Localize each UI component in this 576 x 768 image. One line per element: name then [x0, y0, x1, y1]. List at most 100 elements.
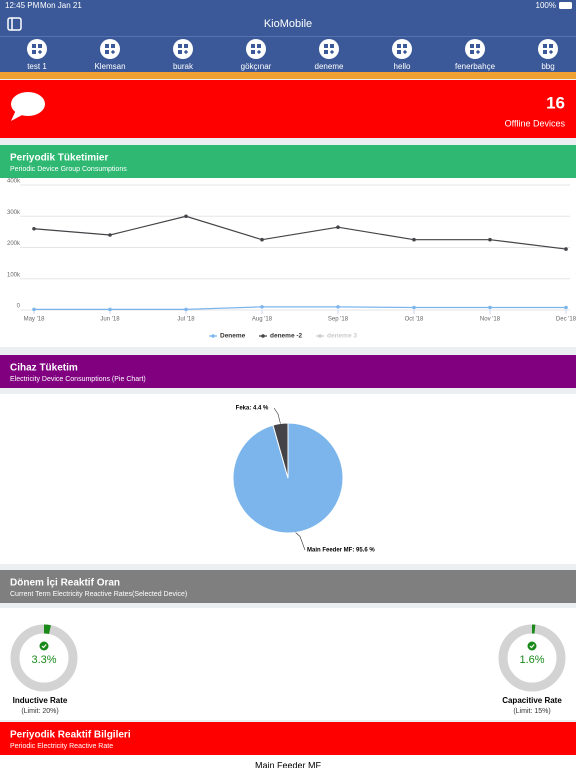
pie-label: Feka: 4.4 %	[236, 406, 269, 412]
data-point	[488, 237, 492, 242]
tab-icon	[319, 39, 339, 59]
status-date: Mon Jan 21	[40, 1, 82, 10]
data-point	[32, 226, 36, 231]
status-time: 12:45 PM	[5, 1, 40, 10]
gauge-value: 3.3%	[31, 654, 56, 666]
series-line	[33, 215, 567, 250]
tab-label: bbg	[541, 62, 554, 71]
section-title: Periyodik Tüketimier	[10, 153, 108, 164]
tab-icon	[465, 39, 485, 59]
tab-icon-square	[251, 50, 255, 54]
accent-strip	[0, 72, 576, 79]
tab-icon-square	[543, 50, 547, 54]
tab[interactable]: deneme	[315, 39, 344, 71]
tab[interactable]: bbg	[538, 39, 558, 71]
tab-icon-square	[38, 44, 42, 48]
gauge-name: Inductive Rate	[13, 696, 68, 705]
x-tick-label: May '18	[24, 317, 45, 323]
tab-icon	[100, 39, 120, 59]
section-title: Dönem İçi Reaktif Oran	[10, 576, 120, 589]
tab-icon-square	[184, 44, 188, 48]
battery-icon	[559, 2, 572, 9]
divider	[0, 36, 576, 37]
data-point	[564, 305, 568, 310]
x-tick-label: Jul '18	[177, 317, 195, 323]
gauge-arc	[43, 624, 51, 635]
section-subtitle: Periodic Electricity Reactive Rate	[10, 743, 113, 750]
footer-text: Main Feeder MF	[255, 760, 322, 768]
section-title: Cihaz Tüketim	[10, 363, 78, 374]
section-title: Periyodik Reaktif Bilgileri	[10, 730, 131, 741]
tab-label: burak	[173, 62, 194, 71]
tab-icon-square	[470, 50, 474, 54]
tab-icon-square	[324, 50, 328, 54]
legend-item[interactable]: deneme 3	[316, 333, 357, 340]
legend-item[interactable]: Deneme	[209, 333, 246, 340]
y-tick-label: 200k	[7, 241, 21, 247]
offline-count: 16	[546, 93, 565, 112]
tab[interactable]: burak	[173, 39, 194, 71]
tab-icon	[173, 39, 193, 59]
tab[interactable]: fenerbahçe	[455, 39, 496, 71]
tab-icon-square	[251, 44, 255, 48]
section-header	[0, 355, 576, 388]
tab-label: fenerbahçe	[455, 62, 496, 71]
gauge-name: Capacitive Rate	[502, 696, 562, 705]
data-point	[412, 237, 416, 242]
tab[interactable]: Klemsan	[94, 39, 126, 71]
legend-marker	[318, 334, 322, 338]
gauge-panel	[0, 608, 576, 720]
tab-label: Klemsan	[94, 62, 125, 71]
section-subtitle: Electricity Device Consumptions (Pie Cha…	[10, 376, 146, 383]
tab-icon-square	[32, 50, 36, 54]
legend-label: deneme -2	[270, 333, 303, 340]
data-point	[412, 305, 416, 310]
footer-panel	[0, 755, 576, 768]
tab-icon-square	[470, 44, 474, 48]
tab-icon-square	[257, 44, 261, 48]
tab-icon	[538, 39, 558, 59]
tab-icon-square	[110, 49, 116, 55]
check-icon	[39, 641, 49, 651]
nav-title: KioMobile	[264, 18, 312, 30]
data-point	[260, 305, 264, 309]
gauge-limit: (Limit: 20%)	[21, 708, 58, 715]
data-point	[184, 307, 188, 312]
check-icon	[527, 641, 537, 651]
tab-icon-square	[403, 44, 407, 48]
x-tick-label: Aug '18	[252, 317, 273, 323]
tab[interactable]: test 1	[27, 39, 47, 71]
tab-icon-square	[543, 44, 547, 48]
legend-item[interactable]: deneme -2	[259, 333, 303, 340]
tab-icon-square	[105, 44, 109, 48]
chat-icon	[11, 92, 45, 121]
check-mark	[529, 644, 535, 649]
tab-icon-square	[324, 44, 328, 48]
section-header	[0, 570, 576, 603]
tab-icon	[27, 39, 47, 59]
tab-label: test 1	[27, 62, 47, 71]
tab-icon-square	[183, 49, 189, 55]
data-point	[108, 233, 112, 237]
tab-label: hello	[394, 62, 411, 71]
check-mark	[41, 644, 47, 649]
legend-marker	[261, 334, 265, 338]
pie-label: Main Feeder MF: 95.6 %	[307, 548, 375, 554]
tab-icon-square	[178, 50, 182, 54]
tab[interactable]: hello	[392, 39, 412, 71]
tab-icon	[246, 39, 266, 59]
data-point	[108, 307, 112, 312]
y-tick-label: 0	[17, 304, 21, 310]
battery-text: 100%	[536, 1, 556, 10]
x-tick-label: Jun '18	[100, 317, 120, 323]
data-point	[488, 305, 492, 310]
tab[interactable]: gökçınar	[241, 39, 272, 71]
tab-icon-square	[111, 44, 115, 48]
section-header	[0, 145, 576, 178]
section-subtitle: Periodic Device Group Consumptions	[10, 166, 127, 173]
tab-icon-square	[549, 44, 553, 48]
data-point	[564, 247, 568, 251]
offline-card[interactable]	[0, 80, 576, 138]
sidebar-button[interactable]	[7, 17, 22, 31]
